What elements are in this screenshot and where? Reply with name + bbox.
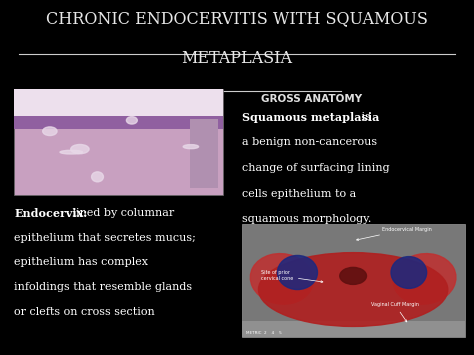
Ellipse shape: [43, 127, 57, 136]
Text: epithelium that secretes mucus;: epithelium that secretes mucus;: [14, 233, 196, 242]
Ellipse shape: [250, 253, 313, 304]
Text: cells epithelium to a: cells epithelium to a: [242, 189, 356, 198]
Ellipse shape: [60, 150, 82, 154]
FancyBboxPatch shape: [190, 119, 218, 188]
FancyBboxPatch shape: [14, 89, 223, 119]
Text: CHRONIC ENDOCERVITIS WITH SQUAMOUS: CHRONIC ENDOCERVITIS WITH SQUAMOUS: [46, 11, 428, 28]
Ellipse shape: [391, 257, 427, 288]
Text: infoldings that resemble glands: infoldings that resemble glands: [14, 282, 192, 292]
Text: METAPLASIA: METAPLASIA: [182, 50, 292, 67]
Ellipse shape: [183, 144, 199, 149]
Text: Endocervical Margin: Endocervical Margin: [356, 226, 431, 240]
Text: or clefts on cross section: or clefts on cross section: [14, 307, 155, 317]
Text: change of surfacing lining: change of surfacing lining: [242, 163, 389, 173]
FancyBboxPatch shape: [14, 89, 223, 195]
Text: Squamous metaplasia: Squamous metaplasia: [242, 112, 379, 123]
Ellipse shape: [277, 256, 318, 290]
Text: NORMAL HISTOLOGY: NORMAL HISTOLOGY: [14, 94, 135, 104]
Ellipse shape: [393, 253, 456, 304]
FancyBboxPatch shape: [242, 321, 465, 337]
Ellipse shape: [91, 172, 103, 182]
Text: Vaginal Cuff Margin: Vaginal Cuff Margin: [371, 302, 419, 322]
Text: squamous morphology.: squamous morphology.: [242, 214, 371, 224]
Text: epithelium has complex: epithelium has complex: [14, 257, 148, 267]
Text: a benign non-cancerous: a benign non-cancerous: [242, 137, 377, 147]
Text: GROSS ANATOMY: GROSS ANATOMY: [261, 94, 362, 104]
Ellipse shape: [340, 267, 366, 284]
Text: is: is: [358, 112, 371, 122]
FancyBboxPatch shape: [242, 224, 465, 337]
Text: METRIC  2    4    5: METRIC 2 4 5: [246, 331, 282, 335]
Text: Endocervix:: Endocervix:: [14, 208, 88, 219]
Ellipse shape: [71, 144, 89, 154]
Text: lined by columnar: lined by columnar: [69, 208, 174, 218]
Text: Site of prior
cervical cone: Site of prior cervical cone: [261, 270, 323, 283]
Ellipse shape: [258, 253, 448, 327]
Ellipse shape: [127, 116, 137, 124]
FancyBboxPatch shape: [14, 116, 223, 129]
